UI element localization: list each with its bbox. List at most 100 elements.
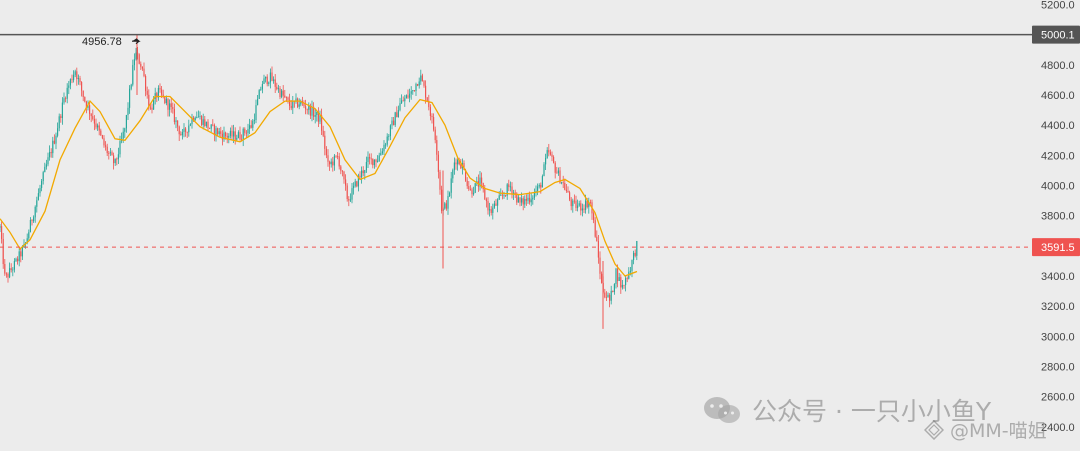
y-tick-label: 3000.0 — [1041, 331, 1075, 343]
y-tick-label: 3800.0 — [1041, 211, 1075, 223]
candle-body — [28, 232, 30, 239]
candle-body — [333, 155, 335, 166]
candle-body — [127, 107, 129, 116]
candle-body — [202, 119, 204, 125]
candle-body — [197, 116, 199, 118]
candle-body — [444, 203, 446, 209]
candle-body — [89, 105, 91, 114]
candle-body — [45, 164, 47, 167]
candle-body — [471, 189, 473, 195]
candle-body — [247, 128, 249, 134]
candle-body — [589, 202, 591, 203]
candle-body — [607, 294, 609, 298]
candle-body — [122, 131, 124, 139]
candle-body — [404, 98, 406, 102]
candle-body — [157, 87, 159, 98]
candle-body — [175, 120, 177, 123]
candle-body — [562, 182, 564, 184]
candle-body — [71, 79, 73, 81]
candle-body — [445, 203, 447, 209]
candle-body — [290, 105, 292, 109]
candle-body — [82, 90, 84, 97]
candle-body — [319, 115, 321, 122]
candle-body — [106, 146, 108, 154]
candle-body — [292, 100, 294, 109]
candle-body — [495, 203, 497, 206]
candle-body — [172, 107, 174, 110]
candle-body — [159, 87, 161, 90]
candle-body — [450, 178, 452, 193]
candle-body — [597, 241, 599, 258]
candle-body — [385, 144, 387, 146]
candle-body — [284, 95, 286, 98]
candle-body — [42, 172, 44, 182]
candle-body — [186, 131, 188, 133]
candle-body — [250, 125, 252, 128]
candle-body — [191, 117, 193, 125]
candle-body — [103, 138, 105, 146]
candle-body — [565, 189, 567, 191]
candle-body — [623, 285, 625, 286]
candle-body — [108, 153, 110, 154]
candle-body — [410, 91, 412, 94]
candle-body — [105, 145, 107, 147]
candle-body — [521, 198, 523, 203]
candle-body — [425, 85, 427, 98]
candle-body — [556, 172, 558, 174]
candle-body — [474, 183, 476, 193]
candle-body — [321, 115, 323, 131]
y-axis: 5200.0 4800.0 4600.0 4400.0 4200.0 4000.0 3800… — [1041, 0, 1075, 434]
candle-body — [9, 268, 11, 278]
candle-body — [228, 135, 230, 138]
candle-body — [329, 161, 331, 165]
candle-body — [95, 123, 97, 128]
candle-body — [396, 112, 398, 118]
candle-body — [433, 117, 435, 130]
candle-body — [532, 197, 534, 200]
candle-body — [0, 226, 1, 228]
candle-body — [493, 203, 495, 208]
candle-body — [317, 111, 319, 122]
candle-body — [148, 94, 150, 108]
candle-body — [583, 208, 585, 210]
candle-body — [516, 193, 518, 203]
candle-body — [463, 163, 465, 171]
candle-body — [226, 135, 228, 138]
candle-body — [529, 197, 531, 203]
candle-body — [279, 88, 281, 98]
candle-body — [455, 162, 457, 165]
candle-body — [135, 52, 137, 60]
candle-body — [130, 84, 132, 89]
y-tick-label: 2600.0 — [1041, 392, 1075, 404]
candle-body — [117, 154, 119, 160]
candle-body — [420, 75, 422, 82]
candle-body — [47, 157, 49, 165]
candle-body — [469, 189, 471, 190]
candle-body — [377, 160, 379, 162]
resistance-tag-label: 5000.1 — [1041, 30, 1075, 42]
candle-body — [274, 79, 276, 87]
candle-body — [577, 205, 579, 208]
candle-body — [138, 54, 140, 64]
candle-body — [586, 200, 588, 208]
candle-body — [612, 290, 614, 292]
peak-label: 4956.78 — [82, 36, 122, 48]
candle-body — [21, 247, 23, 257]
candle-body — [330, 161, 332, 165]
candle-body — [503, 195, 505, 196]
candle-body — [449, 192, 451, 197]
candle-body — [345, 179, 347, 186]
candle-body — [554, 162, 556, 173]
candle-body — [354, 181, 356, 186]
resistance-tag: 5000.1 — [1032, 25, 1080, 44]
candle-body — [87, 105, 89, 109]
candle-body — [615, 268, 617, 284]
candle-body — [29, 219, 31, 233]
y-tick-label: 4200.0 — [1041, 150, 1075, 162]
candle-body — [405, 95, 407, 99]
candle-body — [553, 156, 555, 163]
candle-body — [218, 131, 220, 135]
candle-body — [245, 132, 247, 134]
candle-body — [501, 194, 503, 196]
candle-body — [322, 130, 324, 136]
